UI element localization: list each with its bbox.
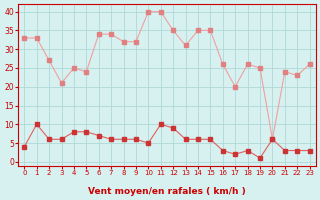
X-axis label: Vent moyen/en rafales ( km/h ): Vent moyen/en rafales ( km/h ) xyxy=(88,187,246,196)
